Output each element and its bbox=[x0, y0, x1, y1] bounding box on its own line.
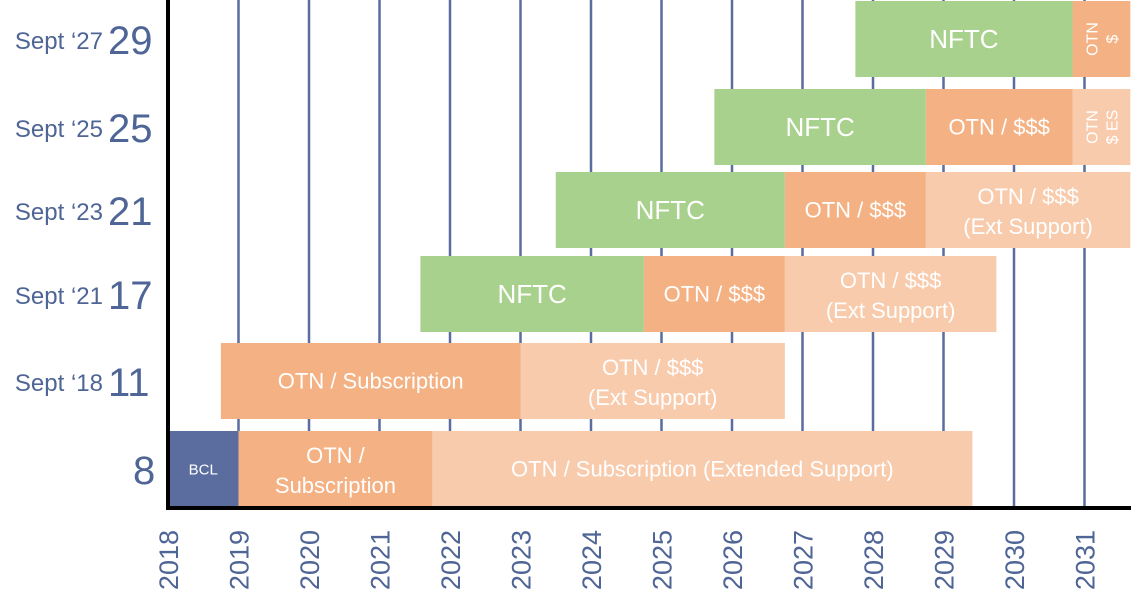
bar-label: OTN / Subscription bbox=[275, 443, 396, 498]
bar-label: OTN / Subscription (Extended Support) bbox=[511, 457, 894, 482]
bar-rect bbox=[555, 172, 785, 248]
release-date-label: Sept ‘27 bbox=[15, 28, 103, 55]
bar-v17-seg-1: OTN / $$$ bbox=[643, 256, 785, 332]
bar-rect bbox=[238, 431, 433, 507]
bar-v29-seg-0: NFTC bbox=[855, 1, 1073, 77]
x-tick-label-2023: 2023 bbox=[507, 530, 537, 590]
bar-label: OTN / $$$ (Ext Support) bbox=[963, 184, 1093, 239]
version-label: 29 bbox=[108, 19, 153, 63]
row-label-v21: Sept ‘23 21 bbox=[15, 190, 153, 234]
x-tick-label-2027: 2027 bbox=[789, 530, 819, 590]
bar-rect bbox=[784, 172, 926, 248]
release-date-label: Sept ‘18 bbox=[15, 370, 103, 397]
x-tick-label-2031: 2031 bbox=[1071, 530, 1101, 590]
bar-v8-seg-2: OTN / Subscription (Extended Support) bbox=[432, 431, 973, 507]
bar-rect bbox=[220, 343, 521, 419]
bar-v8-seg-1: OTN / Subscription bbox=[238, 431, 433, 507]
row-label-v8: 8 bbox=[133, 449, 155, 493]
bar-v21-seg-0: NFTC bbox=[555, 172, 785, 248]
bar-label: OTN $ ES bbox=[1084, 110, 1121, 145]
x-tick-label-2020: 2020 bbox=[295, 530, 325, 590]
bar-rect bbox=[420, 256, 644, 332]
bar-v11-seg-1: OTN / $$$ (Ext Support) bbox=[520, 343, 785, 419]
bar-label: OTN / $$$ (Ext Support) bbox=[588, 355, 718, 410]
x-tick-label-2024: 2024 bbox=[577, 530, 607, 590]
x-tick-label-2030: 2030 bbox=[1000, 530, 1030, 590]
x-tick-label-2028: 2028 bbox=[859, 530, 889, 590]
bar-label: NFTC bbox=[636, 195, 705, 225]
axes bbox=[166, 0, 1131, 510]
bar-label: NFTC bbox=[785, 112, 854, 142]
bar-v21-seg-2: OTN / $$$ (Ext Support) bbox=[925, 172, 1131, 248]
release-date-label: Sept ‘21 bbox=[15, 283, 103, 310]
bar-v11-seg-0: OTN / Subscription bbox=[220, 343, 521, 419]
x-tick-label-2021: 2021 bbox=[366, 530, 396, 590]
x-tick-label-2018: 2018 bbox=[154, 530, 184, 590]
x-tick-label-2025: 2025 bbox=[648, 530, 678, 590]
release-date-label: Sept ‘23 bbox=[15, 199, 103, 226]
bar-rect bbox=[520, 343, 785, 419]
version-label: 17 bbox=[108, 274, 153, 318]
row-label-v25: Sept ‘25 25 bbox=[15, 107, 153, 151]
grid-lines bbox=[237, 0, 1086, 508]
row-label-v29: Sept ‘27 29 bbox=[15, 19, 153, 63]
bar-v17-seg-0: NFTC bbox=[420, 256, 644, 332]
bar-rect bbox=[925, 172, 1131, 248]
bar-rect bbox=[432, 431, 973, 507]
bar-label: OTN / $$$ bbox=[805, 198, 906, 223]
bar-label: OTN / $$$ (Ext Support) bbox=[826, 268, 956, 323]
bar-v8-seg-0: BCL bbox=[168, 431, 239, 507]
bar-v17-seg-2: OTN / $$$ (Ext Support) bbox=[784, 256, 997, 332]
bar-label: OTN $ bbox=[1084, 22, 1121, 56]
bar-label: OTN / Subscription bbox=[278, 369, 464, 394]
bar-v25-seg-1: OTN / $$$ bbox=[925, 89, 1073, 165]
release-date-label: Sept ‘25 bbox=[15, 116, 103, 143]
bar-rect bbox=[1072, 89, 1131, 165]
bar-rect bbox=[1072, 1, 1131, 77]
bar-rect bbox=[714, 89, 926, 165]
row-label-v11: Sept ‘18 11 bbox=[15, 361, 150, 405]
bar-label: BCL bbox=[189, 461, 218, 478]
bar-label: OTN / $$$ bbox=[948, 115, 1049, 140]
version-label: 25 bbox=[108, 107, 153, 151]
row-labels: Sept ‘27 29 Sept ‘25 25 Sept ‘23 21 Sept ‘21 17… bbox=[15, 19, 155, 493]
bar-v21-seg-1: OTN / $$$ bbox=[784, 172, 926, 248]
bar-v25-seg-2: OTN $ ES bbox=[1072, 89, 1131, 165]
x-tick-label-2026: 2026 bbox=[718, 530, 748, 590]
bar-label: NFTC bbox=[497, 279, 566, 309]
bar-v29-seg-1: OTN $ bbox=[1072, 1, 1131, 77]
bar-rect bbox=[643, 256, 785, 332]
x-tick-labels: 2018 2019 2020 2021 2022 2023 2024 2025 2026 2027… bbox=[154, 530, 1101, 590]
version-label: 11 bbox=[108, 361, 150, 405]
version-label: 8 bbox=[133, 449, 155, 493]
bar-label: NFTC bbox=[929, 24, 998, 54]
bar-rect bbox=[925, 89, 1073, 165]
x-tick-label-2029: 2029 bbox=[930, 530, 960, 590]
bar-rect bbox=[855, 1, 1073, 77]
x-tick-label-2022: 2022 bbox=[436, 530, 466, 590]
bar-rect bbox=[168, 431, 239, 507]
row-label-v17: Sept ‘21 17 bbox=[15, 274, 153, 318]
bar-v25-seg-0: NFTC bbox=[714, 89, 926, 165]
bar-rect bbox=[784, 256, 997, 332]
x-tick-label-2019: 2019 bbox=[225, 530, 255, 590]
bar-label: OTN / $$$ bbox=[664, 282, 765, 307]
bars: NFTC OTN $ NFTC OTN / $$$ OTN $ ES NFTC OTN / $$… bbox=[168, 1, 1131, 507]
version-label: 21 bbox=[108, 190, 153, 234]
